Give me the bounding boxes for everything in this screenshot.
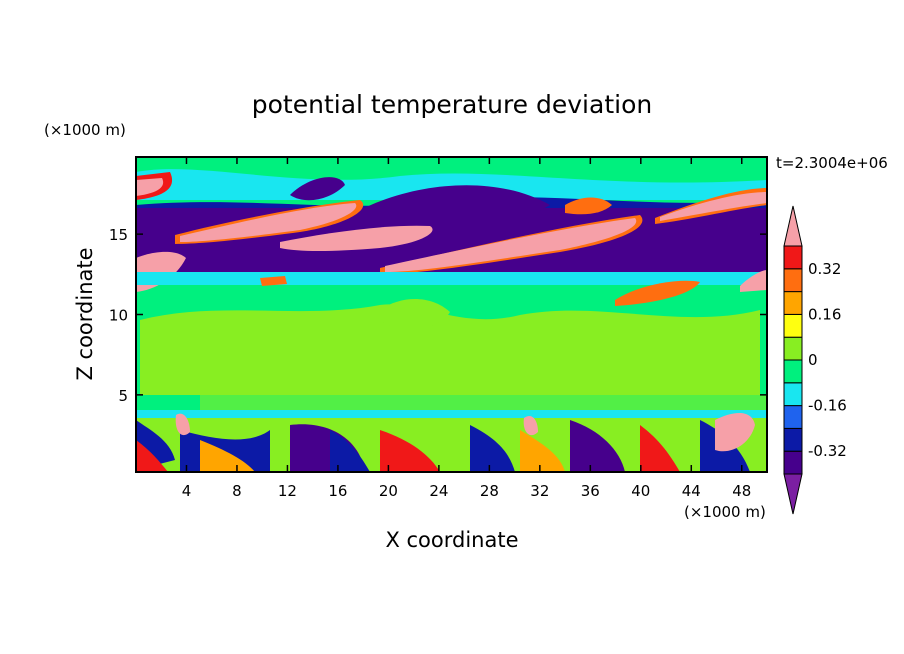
x-tick-label: 40 (631, 482, 650, 500)
x-tick-label: 4 (182, 482, 192, 500)
x-tick-label: 8 (232, 482, 242, 500)
colorbar-box (783, 336, 803, 361)
x-axis-label: X coordinate (385, 528, 518, 552)
colorbar-extend-high (783, 205, 803, 247)
x-tick-label: 24 (429, 482, 448, 500)
x-tick-label: 48 (732, 482, 751, 500)
x-axis-ticks: 4 8 12 16 20 24 28 32 36 40 44 48 (182, 157, 751, 500)
x-tick-label: 32 (530, 482, 549, 500)
colorbar-extend-low (783, 473, 803, 515)
time-label: t=2.3004e+06 (776, 154, 888, 172)
colorbar-box (783, 245, 803, 270)
colorbar-box (783, 382, 803, 407)
x-tick-label: 20 (379, 482, 398, 500)
colorbar-box (783, 268, 803, 293)
colorbar-tick-labels: 0.32 0.16 0 -0.16 -0.32 (808, 260, 847, 460)
colorbar-box (783, 359, 803, 384)
y-unit-label: (×1000 m) (44, 121, 126, 139)
y-tick-label: 5 (118, 387, 128, 405)
colorbar-tick-label: -0.32 (808, 442, 847, 460)
colorbar-tick-label: 0.32 (808, 260, 841, 278)
x-tick-label: 36 (581, 482, 600, 500)
colorbar-box (783, 291, 803, 315)
colorbar-tick-label: 0 (808, 351, 818, 369)
y-axis-ticks: 5 10 15 (109, 226, 767, 405)
x-tick-label: 44 (682, 482, 701, 500)
x-tick-label: 12 (278, 482, 297, 500)
colorbar-box (783, 313, 803, 338)
colorbar-tick-label: 0.16 (808, 305, 841, 323)
colorbar (783, 205, 803, 515)
contour-field (136, 157, 767, 472)
x-unit-label: (×1000 m) (684, 503, 766, 521)
chart-title: potential temperature deviation (252, 90, 652, 119)
colorbar-box (783, 405, 803, 429)
y-tick-label: 15 (109, 226, 128, 244)
x-tick-label: 28 (480, 482, 499, 500)
colorbar-box (783, 450, 803, 475)
x-tick-label: 16 (328, 482, 347, 500)
y-axis-label: Z coordinate (73, 247, 97, 380)
y-tick-label: 10 (109, 307, 128, 325)
colorbar-tick-label: -0.16 (808, 397, 847, 415)
colorbar-box (783, 427, 803, 452)
